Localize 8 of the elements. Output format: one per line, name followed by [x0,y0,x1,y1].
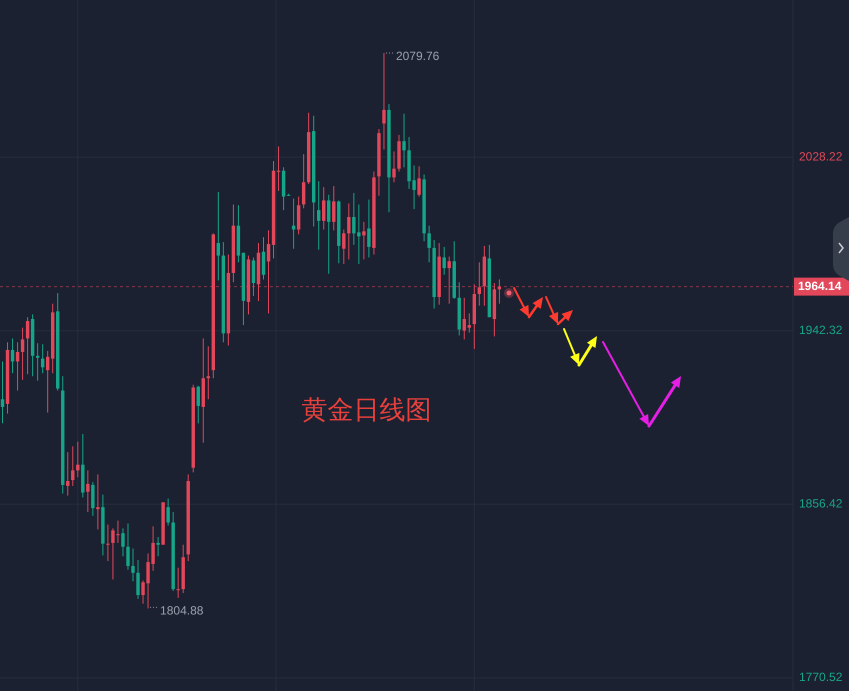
annotation: 1804.88 [160,604,204,618]
y-tick-label: 1856.42 [799,496,843,510]
y-tick-label: 1770.52 [799,670,843,684]
ref-line-label: 1964.14 [798,278,842,293]
annotation: 2079.76 [396,49,440,64]
annotation: 黄金日线图 [301,394,432,425]
y-tick-label: 2028.22 [799,149,843,164]
y-tick-label: 1942.32 [799,322,843,337]
